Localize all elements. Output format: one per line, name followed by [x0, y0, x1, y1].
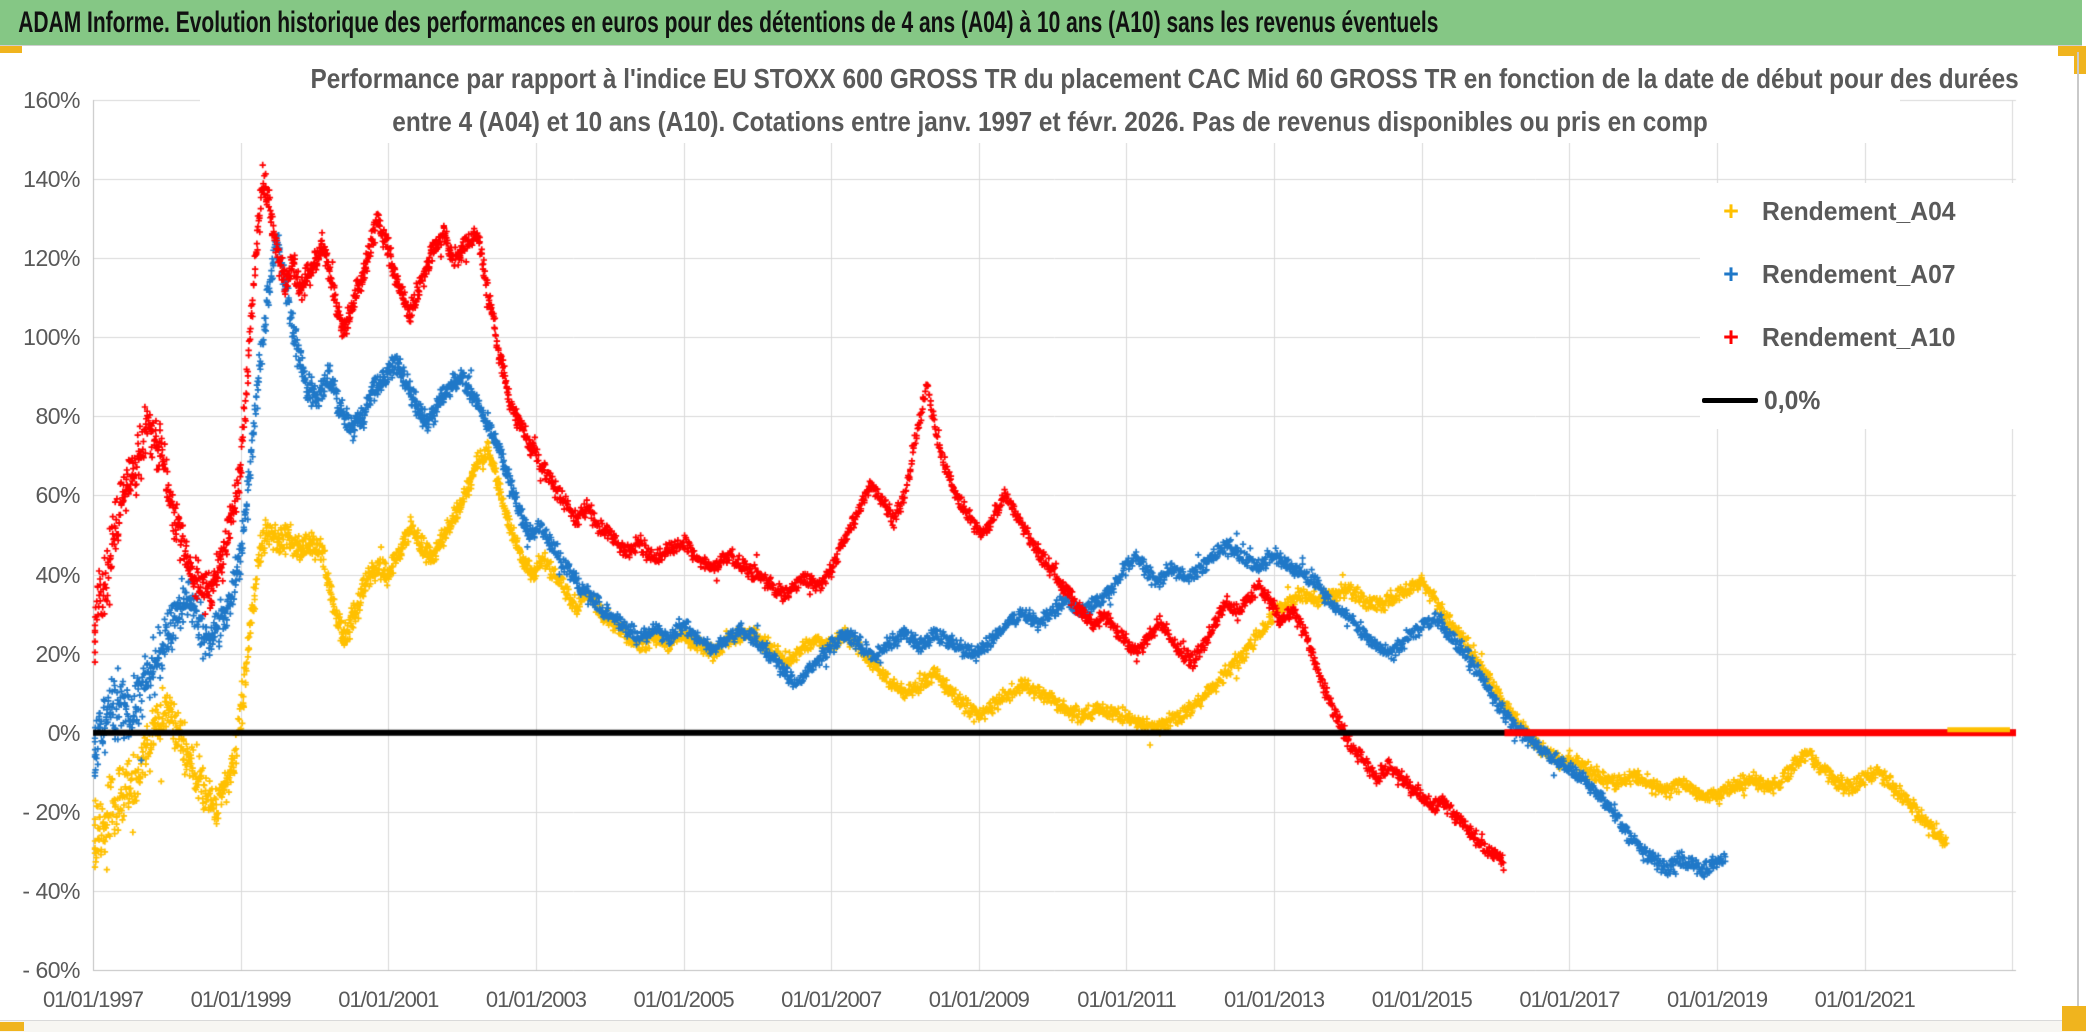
plus-marker-icon: + [1723, 258, 1739, 289]
legend-label: 0,0% [1764, 385, 1821, 416]
legend-label: Rendement_A04 [1762, 195, 1956, 226]
legend-item-zero-line[interactable]: 0,0% [1700, 381, 2070, 421]
y-tick-label: - 60% [22, 957, 80, 983]
x-tick-label: 01/01/2021 [1814, 987, 1916, 1012]
x-tick-label: 01/01/2015 [1371, 987, 1473, 1012]
chart-title: Performance par rapport à l'indice EU ST… [200, 57, 2019, 143]
x-tick-label: 01/01/2007 [781, 987, 882, 1012]
y-tick-label: 40% [35, 561, 80, 588]
x-tick-label: 01/01/1999 [190, 987, 292, 1012]
x-tick-label: 01/01/2005 [633, 987, 734, 1012]
y-tick-label: 80% [35, 403, 80, 430]
x-tick-label: 01/01/2001 [338, 987, 439, 1012]
y-tick-label: 20% [35, 640, 80, 667]
x-tick-label: 01/01/1997 [42, 987, 144, 1012]
y-tick-label: - 20% [22, 798, 80, 825]
y-tick-label: 0% [47, 719, 81, 746]
x-tick-label: 01/01/2017 [1519, 987, 1620, 1012]
plus-marker-icon: + [1723, 195, 1739, 226]
line-marker-icon [1702, 398, 1758, 404]
y-tick-label: 60% [35, 482, 80, 509]
chart-legend: + Rendement_A04 + Rendement_A07 + Rendem… [1700, 183, 2070, 429]
plus-marker-icon: + [1723, 322, 1739, 353]
chart-title-line2: entre 4 (A04) et 10 ans (A10). Cotations… [392, 106, 1708, 137]
y-tick-label: - 40% [22, 877, 80, 904]
x-tick-label: 01/01/2003 [485, 987, 587, 1012]
y-tick-label: 120% [23, 245, 80, 272]
x-tick-label: 01/01/2009 [928, 987, 1030, 1012]
legend-label: Rendement_A07 [1762, 258, 1956, 289]
x-tick-label: 01/01/2013 [1224, 987, 1325, 1012]
legend-item-rendement-a07[interactable]: + Rendement_A07 [1700, 254, 2070, 294]
y-tick-label: 160% [23, 87, 80, 113]
legend-label: Rendement_A10 [1762, 322, 1956, 353]
legend-item-rendement-a04[interactable]: + Rendement_A04 [1700, 191, 2070, 231]
x-tick-label: 01/01/2019 [1666, 987, 1768, 1012]
x-tick-label: 01/01/2011 [1077, 987, 1176, 1012]
chart-title-line1: Performance par rapport à l'indice EU ST… [310, 63, 2019, 94]
y-tick-label: 140% [23, 166, 80, 193]
y-tick-label: 100% [23, 324, 80, 351]
legend-item-rendement-a10[interactable]: + Rendement_A10 [1700, 318, 2070, 358]
